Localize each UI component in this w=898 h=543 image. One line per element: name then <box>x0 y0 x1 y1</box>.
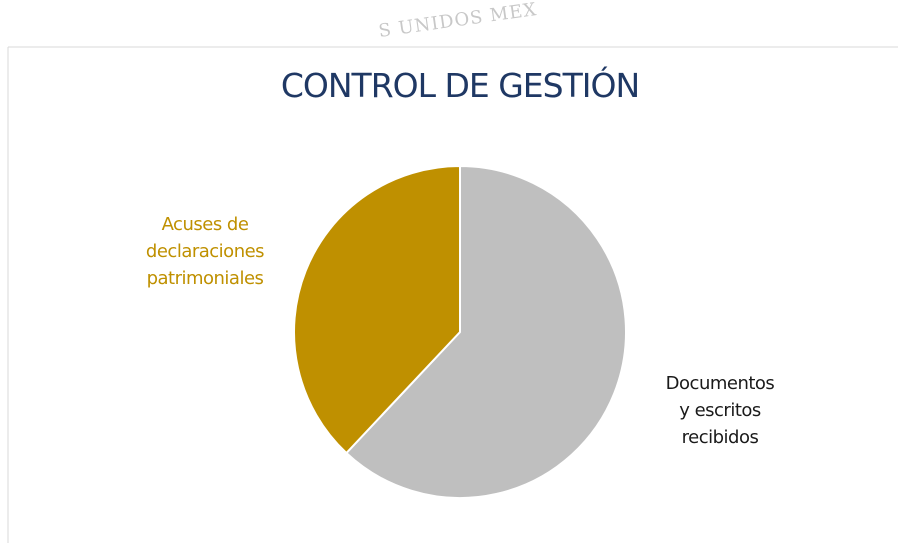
chart-title: CONTROL DE GESTIÓN <box>280 66 640 105</box>
slice-label: Documentos y escritos recibidos <box>665 373 775 448</box>
pie-slice <box>293 164 461 455</box>
slice-label: Acuses de declaraciones patrimoniales <box>145 214 265 289</box>
pie-slice <box>344 164 627 499</box>
